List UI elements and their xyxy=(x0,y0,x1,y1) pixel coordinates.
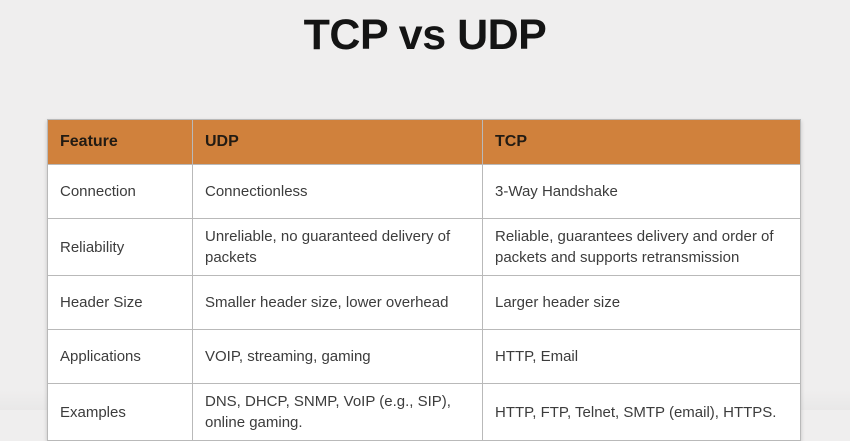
cell-tcp: Larger header size xyxy=(482,275,801,330)
table-row-header-size: Header Size Smaller header size, lower o… xyxy=(47,275,801,330)
column-header-tcp: TCP xyxy=(482,119,801,165)
table-row-reliability: Reliability Unreliable, no guaranteed de… xyxy=(47,218,801,276)
cell-tcp: 3-Way Handshake xyxy=(482,164,801,219)
page-title: TCP vs UDP xyxy=(303,11,547,59)
table-row-examples: Examples DNS, DHCP, SNMP, VoIP (e.g., SI… xyxy=(47,383,801,441)
cell-feature: Applications xyxy=(47,329,193,384)
cell-feature: Reliability xyxy=(47,218,193,276)
column-header-udp: UDP xyxy=(192,119,483,165)
cell-tcp: HTTP, FTP, Telnet, SMTP (email), HTTPS. xyxy=(482,383,801,441)
cell-tcp: HTTP, Email xyxy=(482,329,801,384)
table-row-connection: Connection Connectionless 3-Way Handshak… xyxy=(47,164,801,219)
cell-udp: DNS, DHCP, SNMP, VoIP (e.g., SIP), onlin… xyxy=(192,383,483,441)
cell-feature: Header Size xyxy=(47,275,193,330)
cell-feature: Connection xyxy=(47,164,193,219)
table-header-row: Feature UDP TCP xyxy=(47,119,801,165)
cell-udp: VOIP, streaming, gaming xyxy=(192,329,483,384)
column-header-feature: Feature xyxy=(47,119,193,165)
cell-udp: Unreliable, no guaranteed delivery of pa… xyxy=(192,218,483,276)
table-row-applications: Applications VOIP, streaming, gaming HTT… xyxy=(47,329,801,384)
tcp-udp-comparison-table: Feature UDP TCP Connection Connectionles… xyxy=(47,119,801,441)
cell-tcp: Reliable, guarantees delivery and order … xyxy=(482,218,801,276)
cell-udp: Connectionless xyxy=(192,164,483,219)
cell-udp: Smaller header size, lower overhead xyxy=(192,275,483,330)
cell-feature: Examples xyxy=(47,383,193,441)
